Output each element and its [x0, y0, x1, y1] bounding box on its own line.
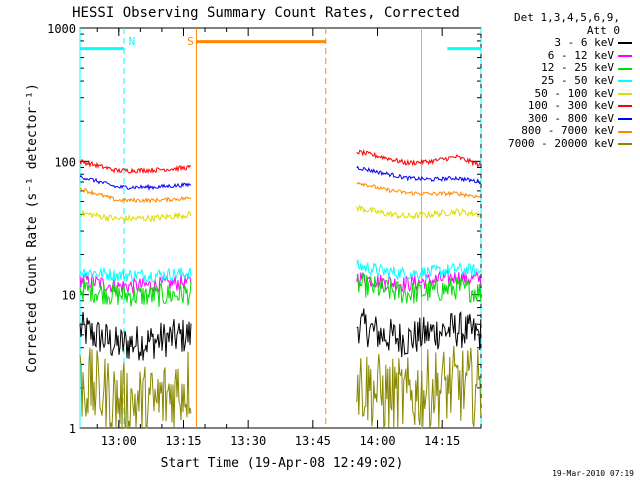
series-lines: [79, 148, 482, 429]
legend-entry: 7000 - 20000 keV: [490, 136, 632, 151]
y-tick-label: 1000: [47, 22, 76, 36]
chart-title: HESSI Observing Summary Count Rates, Cor…: [72, 5, 460, 21]
legend-swatch: [618, 105, 632, 108]
legend-swatch: [618, 55, 632, 58]
series-line: [356, 345, 482, 429]
series-line: [356, 148, 482, 168]
series-line: [356, 181, 482, 199]
series-line: [356, 259, 482, 282]
y-tick-label: 100: [54, 155, 76, 169]
legend-entry: 300 - 800 keV: [490, 111, 632, 126]
x-tick-label: 14:15: [424, 434, 460, 448]
legend-swatch: [618, 80, 632, 83]
series-line: [79, 210, 192, 224]
legend-header-line-1: Det 1,3,4,5,6,9,: [514, 11, 620, 24]
x-tick-label: 14:00: [359, 434, 395, 448]
legend-entry: 25 - 50 keV: [490, 73, 632, 88]
legend-swatch: [618, 92, 632, 95]
legend-entry-label: 300 - 800 keV: [527, 111, 614, 125]
series-line: [79, 273, 192, 296]
x-axis-label: Start Time (19-Apr-08 12:49:02): [161, 456, 404, 471]
legend-entry: 3 - 6 keV: [490, 37, 632, 50]
legend-swatch: [618, 42, 632, 45]
legend-entry-label: 7000 - 20000 keV: [508, 136, 614, 150]
series-line: [356, 308, 482, 358]
plot-timestamp: 19-Mar-2010 07:19: [552, 469, 634, 478]
series-line: [79, 347, 192, 429]
legend-swatch: [618, 143, 632, 146]
legend-entry: 100 - 300 keV: [490, 100, 632, 113]
x-tick-label: 13:45: [295, 434, 331, 448]
legend-entries: 3 - 6 keV 6 - 12 keV 12 - 25 keV 25 - 50 ke…: [490, 37, 632, 150]
legend-entry: 50 - 100 keV: [490, 86, 632, 101]
legend-entry-label: 50 - 100 keV: [534, 86, 614, 100]
legend-entry-label: 800 - 7000 keV: [521, 124, 614, 138]
series-line: [79, 187, 192, 204]
legend-entry-label: 3 - 6 keV: [554, 36, 614, 50]
series-line: [356, 272, 482, 304]
y-tick-label: 1: [69, 422, 76, 436]
series-line: [79, 278, 192, 308]
series-line: [356, 204, 481, 220]
legend-entry-label: 6 - 12 keV: [547, 48, 614, 62]
legend-entry: 800 - 7000 keV: [490, 125, 632, 138]
series-line: [79, 174, 192, 192]
x-tick-label: 13:30: [230, 434, 266, 448]
y-axis-label: Corrected Count Rate (s⁻¹ detector⁻¹): [25, 83, 40, 373]
legend-entry-label: 12 - 25 keV: [541, 61, 614, 75]
flag-label: S: [187, 35, 194, 48]
plot-frame: [79, 27, 482, 429]
series-line: [79, 158, 192, 175]
x-tick-label: 13:15: [165, 434, 201, 448]
legend-swatch: [618, 130, 632, 133]
x-tick-label: 13:00: [101, 434, 137, 448]
y-tick-label: 10: [62, 289, 76, 303]
series-line: [79, 311, 192, 361]
legend-entry-label: 25 - 50 keV: [541, 73, 614, 87]
legend-swatch: [618, 67, 632, 70]
legend-header-line-2: Att 0: [586, 23, 620, 37]
legend-swatch: [618, 118, 632, 121]
legend-entry: 6 - 12 keV: [490, 48, 632, 63]
legend-entry-label: 100 - 300 keV: [527, 99, 614, 113]
legend: Det 1,3,4,5,6,9, Att 0 3 - 6 keV 6 - 12 k…: [490, 11, 632, 151]
flag-label: N: [129, 35, 136, 48]
legend-entry: 12 - 25 keV: [490, 62, 632, 75]
series-line: [79, 267, 192, 283]
series-line: [356, 165, 481, 185]
